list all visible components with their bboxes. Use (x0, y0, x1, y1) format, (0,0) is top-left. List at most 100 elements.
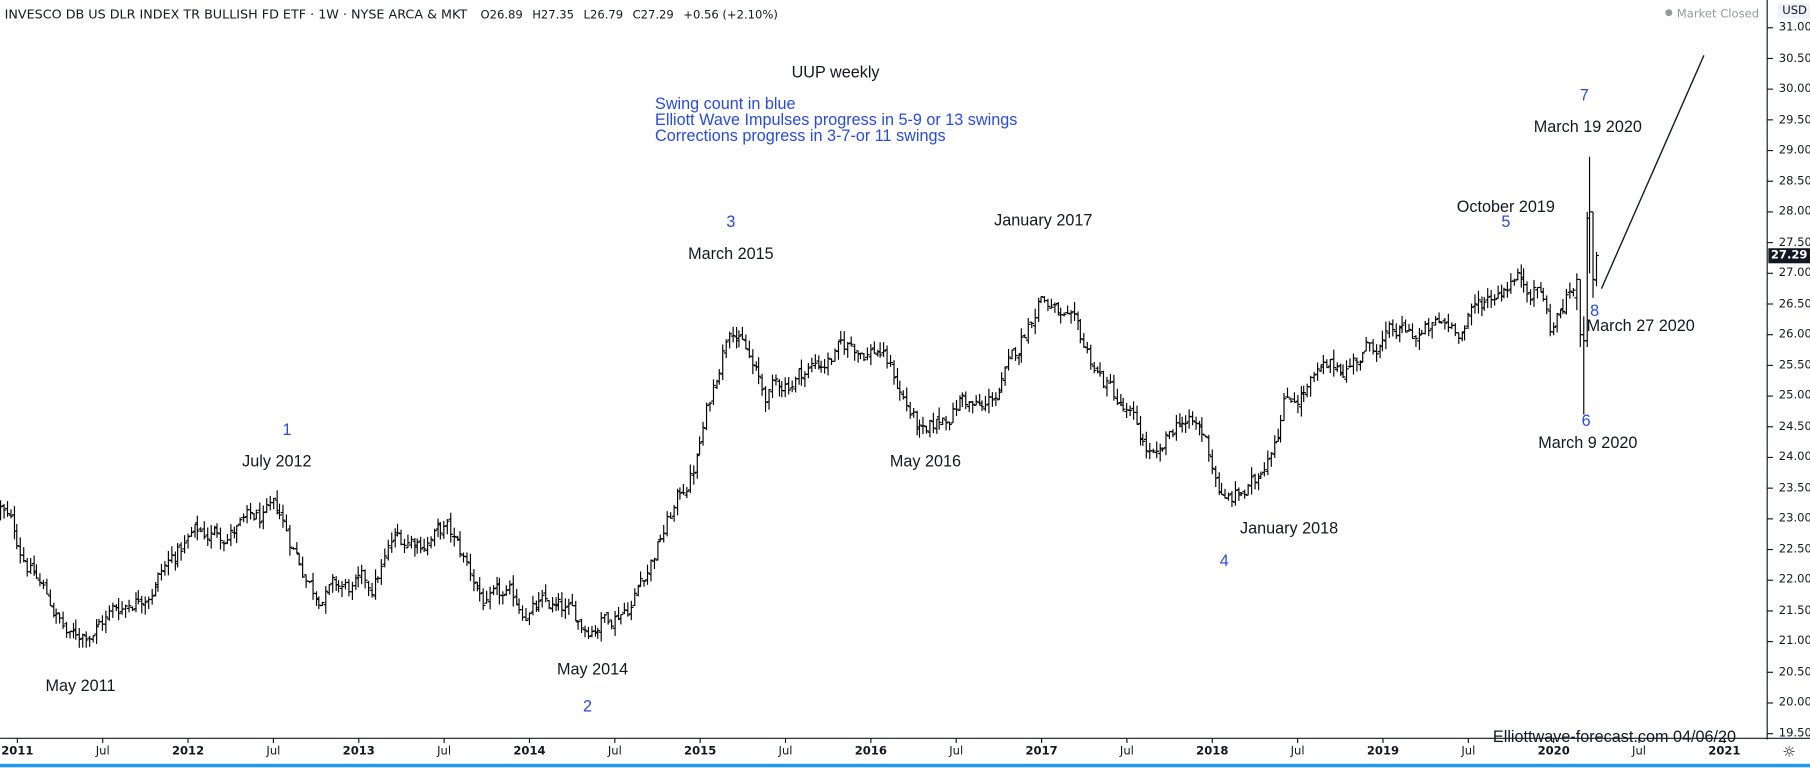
price-tick-label: 22.50 (1778, 543, 1810, 556)
price-bar (1512, 278, 1517, 286)
price-bar (1571, 288, 1576, 297)
price-bar (1481, 296, 1487, 311)
price-bar (1154, 441, 1160, 459)
price-tick-label: 28.50 (1778, 174, 1810, 188)
market-status: Market Closed (1665, 8, 1759, 21)
price-bar (734, 326, 739, 349)
price-bar (1032, 308, 1038, 335)
price-bar (648, 559, 654, 582)
price-tick-label: 26.00 (1778, 328, 1810, 342)
price-bar (1209, 449, 1215, 475)
price-bar (1065, 305, 1070, 315)
price-bar (999, 372, 1004, 393)
price-bar (438, 522, 443, 540)
price-bar (770, 374, 775, 399)
price-bar (382, 548, 388, 568)
price-bar (1120, 397, 1126, 412)
price-tick-label: 25.00 (1778, 389, 1810, 403)
price-bar (1360, 351, 1366, 363)
price-bar (146, 596, 152, 610)
price-bar (543, 584, 548, 603)
price-bar (1334, 362, 1340, 373)
price-bar (1265, 450, 1271, 476)
price-bar (1038, 296, 1044, 304)
price-bar (1531, 279, 1537, 307)
projection-trend-line (1600, 55, 1705, 289)
time-tick-label: 2019 (1366, 745, 1400, 759)
bottom-accent-bar (0, 763, 1810, 768)
price-bar (237, 517, 243, 527)
price-bar (1567, 282, 1573, 299)
swing-notes: Swing count in blue Elliott Wave Impulse… (655, 95, 1017, 144)
annotation-swing-8: 8 (1590, 300, 1600, 320)
price-bar (809, 357, 815, 373)
price-bar (796, 368, 802, 385)
price-bar (832, 348, 838, 362)
price-bar (550, 597, 555, 613)
price-bar (310, 572, 316, 600)
annotation-swing-1: 1 (282, 420, 292, 440)
price-bar (1222, 488, 1228, 499)
gear-icon[interactable]: ☼ (1782, 744, 1796, 762)
price-bar (1108, 374, 1113, 384)
price-bar (510, 575, 516, 607)
price-bar (1236, 487, 1242, 501)
price-bar (257, 502, 263, 529)
price-bar (845, 341, 851, 358)
price-bar (123, 604, 128, 618)
price-bar (1002, 366, 1008, 386)
price-bar (559, 592, 565, 618)
price-bar (116, 598, 121, 621)
price-bar (1157, 443, 1163, 462)
price-bar (716, 369, 722, 385)
price-bar (0, 500, 3, 521)
annotation-january-2018: January 2018 (1239, 518, 1339, 538)
annotation-march-2015: March 2015 (688, 244, 774, 263)
price-bar (1216, 472, 1222, 496)
price-bar (1340, 364, 1346, 379)
price-bar (1301, 385, 1307, 403)
price-bar (895, 367, 900, 389)
price-bar (1324, 359, 1330, 369)
price-bar (142, 596, 148, 615)
price-bar (1072, 302, 1077, 322)
price-bar (389, 532, 395, 553)
price-bar (593, 625, 598, 637)
time-tick-label: 2020 (1537, 745, 1570, 759)
price-bar (1318, 364, 1324, 373)
price-bar (622, 602, 627, 615)
price-bar (418, 536, 423, 554)
price-bar (17, 537, 23, 564)
price-bar (1367, 342, 1372, 352)
price-bar (1292, 392, 1297, 403)
price-bar (87, 635, 93, 647)
price-bar (638, 571, 643, 588)
price-bar (618, 613, 624, 625)
price-bar (1403, 319, 1408, 333)
price-bar (977, 393, 982, 406)
price-bar (5, 501, 10, 517)
price-bar (1088, 344, 1094, 370)
price-bar (777, 379, 782, 397)
time-tick-label: Jul (1290, 745, 1305, 759)
price-bar (73, 619, 79, 640)
price-bar (675, 488, 680, 516)
price-bar (773, 374, 779, 386)
price-bar (1179, 416, 1185, 433)
price-bar (1019, 328, 1024, 363)
price-bar (936, 407, 942, 430)
price-bar (234, 525, 239, 544)
price-bar (14, 524, 20, 550)
note-line: Swing count in blue (655, 93, 796, 113)
time-tick-label: Jul (778, 745, 793, 759)
price-bar (720, 344, 726, 381)
currency-button[interactable]: USD (1777, 3, 1810, 19)
price-bar (155, 572, 161, 592)
price-bar (858, 352, 863, 360)
price-bar (464, 552, 470, 566)
price-bar (1363, 336, 1369, 352)
price-bar (1252, 473, 1258, 490)
price-bar (586, 626, 591, 640)
